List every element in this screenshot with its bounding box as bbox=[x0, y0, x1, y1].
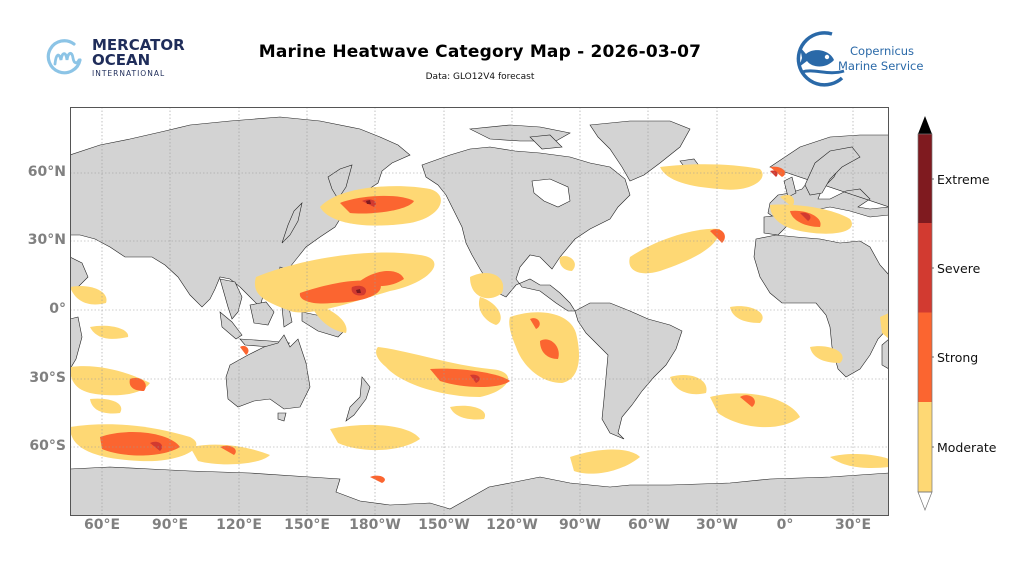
copernicus-line1: Copernicus bbox=[850, 44, 915, 58]
legend-label-moderate: Moderate bbox=[937, 440, 997, 455]
colorbar-severe bbox=[918, 223, 932, 313]
colorbar-extend-max bbox=[918, 116, 932, 134]
lat-label-30n: 30°N bbox=[27, 232, 66, 248]
colorbar-strong bbox=[918, 312, 932, 402]
map-title: Marine Heatwave Category Map - 2026-03-0… bbox=[258, 42, 702, 62]
lon-label-30e: 30°E bbox=[834, 517, 872, 533]
colorbar-extend-min bbox=[917, 491, 933, 511]
mercator-line3: INTERNATIONAL bbox=[92, 69, 166, 78]
mercator-line1: MERCATOR bbox=[92, 36, 185, 54]
lon-label-150e: 150°E bbox=[284, 517, 330, 533]
lat-label-30s: 30°S bbox=[29, 370, 66, 386]
legend-label-severe: Severe bbox=[937, 261, 981, 276]
lat-label-60s: 60°S bbox=[29, 438, 66, 454]
heatwave-map[interactable] bbox=[70, 107, 889, 516]
heatwave-layer bbox=[70, 164, 889, 483]
lon-label-90e: 90°E bbox=[151, 517, 189, 533]
copernicus-marine-logo: Copernicus Marine Service bbox=[790, 28, 950, 88]
copernicus-line2: Marine Service bbox=[838, 59, 924, 73]
map-frame bbox=[70, 107, 889, 516]
colorbar-extreme bbox=[918, 134, 932, 223]
gridlines bbox=[70, 107, 889, 516]
land-layer bbox=[70, 116, 889, 516]
legend-label-strong: Strong bbox=[937, 350, 979, 365]
strong-patches bbox=[100, 166, 821, 483]
lon-label-120w: 120°W bbox=[486, 517, 538, 533]
fish-icon bbox=[796, 31, 845, 87]
lon-label-180w: 180°W bbox=[349, 517, 401, 533]
extreme-patches bbox=[356, 200, 371, 293]
colorbar-moderate bbox=[918, 402, 932, 492]
mercator-line2: OCEAN bbox=[92, 51, 151, 69]
lat-label-0: 0° bbox=[49, 301, 66, 317]
lon-label-150w: 150°W bbox=[418, 517, 470, 533]
lat-label-60n: 60°N bbox=[27, 164, 66, 180]
lon-label-30w: 30°W bbox=[696, 517, 738, 533]
lon-label-60e: 60°E bbox=[83, 517, 121, 533]
colorbar bbox=[917, 116, 934, 511]
lon-label-120e: 120°E bbox=[216, 517, 262, 533]
lon-label-0: 0° bbox=[776, 517, 794, 533]
lon-label-60w: 60°W bbox=[628, 517, 670, 533]
map-subtitle: Data: GLO12V4 forecast bbox=[425, 72, 535, 82]
mercator-m-icon bbox=[46, 39, 82, 75]
lon-label-90w: 90°W bbox=[559, 517, 601, 533]
mercator-ocean-logo: MERCATOR OCEAN INTERNATIONAL bbox=[46, 36, 196, 82]
legend-label-extreme: Extreme bbox=[937, 172, 990, 187]
